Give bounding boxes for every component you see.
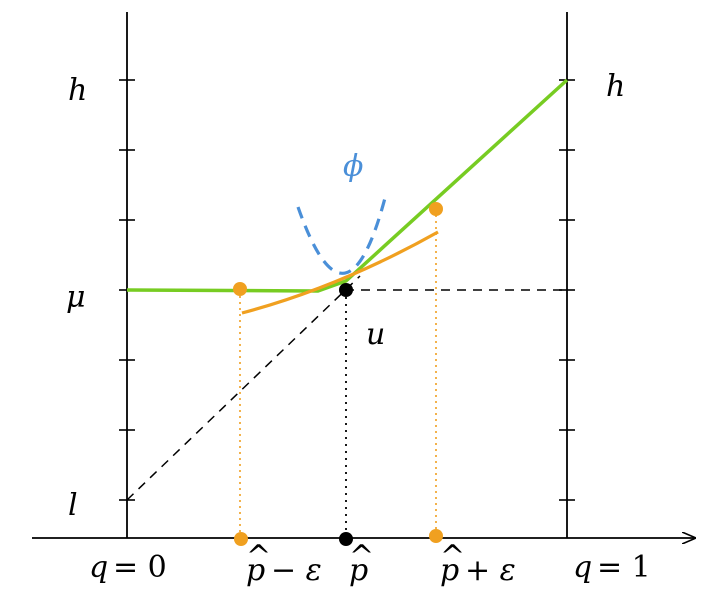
orange-dot-axis-left (234, 532, 248, 546)
svg-text:p: p (246, 553, 265, 588)
svg-text:^: ^ (246, 539, 271, 574)
orange-curve (241, 230, 439, 315)
l-label: l (68, 488, 78, 523)
svg-text:p: p (349, 553, 368, 588)
orange-dot-left (233, 282, 247, 296)
black-dot-center (339, 283, 353, 297)
svg-text:q: q (573, 550, 592, 585)
p-hat-plus-epsilon-label: ^ p + ε (440, 539, 516, 588)
phi-parabola (296, 197, 387, 275)
svg-text:− ε: − ε (271, 553, 322, 588)
svg-text:^: ^ (349, 539, 374, 574)
orange-dot-right (429, 202, 443, 216)
svg-text:p: p (440, 553, 459, 588)
mu-label: μ (66, 280, 86, 315)
p-hat-minus-epsilon-label: ^ p − ε (246, 539, 322, 588)
svg-text:+ ε: + ε (465, 553, 516, 588)
p-hat-label: ^ p (349, 539, 374, 588)
svg-text:= 1: = 1 (597, 550, 651, 585)
svg-text:= 0: = 0 (113, 550, 167, 585)
left-axis-ticks (119, 79, 135, 501)
q-one-label: q = 1 (573, 550, 651, 585)
black-dot-axis (339, 532, 353, 546)
diagonal-dashed-line (126, 275, 361, 501)
svg-text:q: q (89, 550, 108, 585)
svg-text:^: ^ (440, 539, 465, 574)
left-h-label: h (68, 73, 87, 108)
green-piecewise-curve (126, 78, 569, 293)
right-h-label: h (606, 69, 625, 104)
u-label: u (366, 317, 385, 352)
orange-dot-axis-right (429, 529, 443, 543)
q-zero-label: q = 0 (89, 550, 167, 585)
phi-label: ϕ (343, 149, 363, 184)
